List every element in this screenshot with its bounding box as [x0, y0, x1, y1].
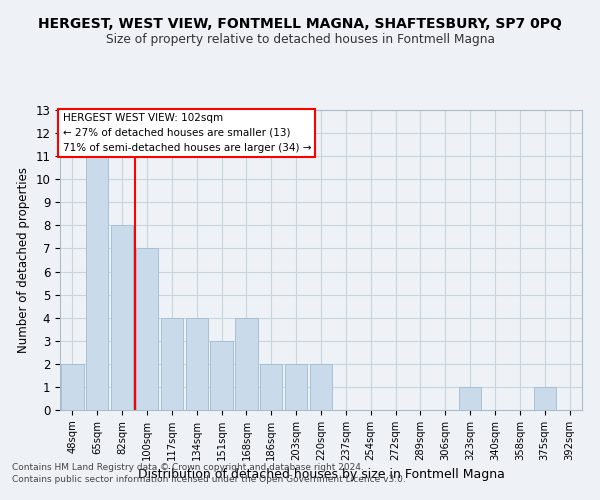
Text: Contains HM Land Registry data © Crown copyright and database right 2024.: Contains HM Land Registry data © Crown c… [12, 464, 364, 472]
Text: Size of property relative to detached houses in Fontmell Magna: Size of property relative to detached ho… [106, 32, 494, 46]
Bar [235, 318, 257, 410]
Bar [86, 156, 109, 410]
Text: Contains public sector information licensed under the Open Government Licence v3: Contains public sector information licen… [12, 475, 406, 484]
Bar [136, 248, 158, 410]
Bar [310, 364, 332, 410]
Bar [533, 387, 556, 410]
Bar [185, 318, 208, 410]
Bar [260, 364, 283, 410]
X-axis label: Distribution of detached houses by size in Fontmell Magna: Distribution of detached houses by size … [137, 468, 505, 481]
Text: HERGEST WEST VIEW: 102sqm
← 27% of detached houses are smaller (13)
71% of semi-: HERGEST WEST VIEW: 102sqm ← 27% of detac… [62, 113, 311, 152]
Bar [161, 318, 183, 410]
Bar [61, 364, 83, 410]
Bar [111, 226, 133, 410]
Y-axis label: Number of detached properties: Number of detached properties [17, 167, 30, 353]
Bar [211, 341, 233, 410]
Text: HERGEST, WEST VIEW, FONTMELL MAGNA, SHAFTESBURY, SP7 0PQ: HERGEST, WEST VIEW, FONTMELL MAGNA, SHAF… [38, 18, 562, 32]
Bar [459, 387, 481, 410]
Bar [285, 364, 307, 410]
